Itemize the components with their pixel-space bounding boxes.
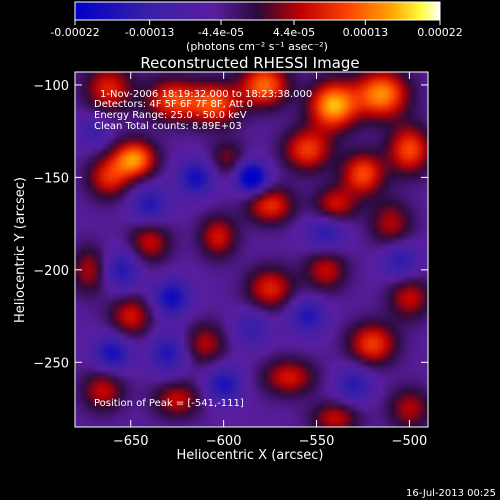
colorbar-tick-label: -0.00013 [125,26,174,39]
x-tick-label: −650 [113,434,149,449]
colorbar: -0.00022 -0.00013 -4.4e-05 4.4e-05 0.00013 0.… [50,1,463,53]
colorbar-tick-label: 0.00022 [417,26,463,39]
footer-timestamp: 16-Jul-2013 00:25 [406,488,496,499]
y-tick-label: −200 [33,264,69,279]
heatmap-image [75,72,428,427]
colorbar-tick-label: -4.4e-05 [198,26,244,39]
y-tick-label: −150 [33,171,69,186]
colorbar-ticks: -0.00022 -0.00013 -4.4e-05 4.4e-05 0.00013 0.… [50,20,463,39]
plot-area: −650 −600 −550 −500 −100 −150 −200 −250 1-Nov-… [33,71,429,449]
info-line: 1-Nov-2006 18:19:32.000 to 18:23:38.000 [100,89,312,100]
y-tick-label: −250 [33,356,69,371]
colorbar-tick-label: 0.00013 [343,26,389,39]
y-axis-label: Heliocentric Y (arcsec) [13,177,28,323]
plot-annotations: 1-Nov-2006 18:19:32.000 to 18:23:38.000D… [94,89,312,409]
colorbar-tick-label: 4.4e-05 [273,26,315,39]
info-line: Clean Total counts: 8.89E+03 [94,121,242,132]
info-line: Energy Range: 25.0 - 50.0 keV [94,110,247,121]
colorbar-unit-label: (photons cm⁻² s⁻¹ asec⁻²) [186,40,328,53]
plot-frame [74,71,429,428]
colorbar-gradient [74,1,441,21]
y-axis-ticks: −100 −150 −200 −250 [33,79,428,371]
x-axis-ticks: −650 −600 −550 −500 [113,72,427,449]
peak-position-label: Position of Peak = [-541,-111] [94,398,244,409]
colorbar-tick-label: -0.00022 [50,26,99,39]
x-axis-label: Heliocentric X (arcsec) [177,448,324,463]
info-line: Detectors: 4F 5F 6F 7F 8F, Att 0 [94,99,253,110]
chart-title: Reconstructed RHESSI Image [140,54,359,72]
y-tick-label: −100 [33,79,69,94]
x-tick-label: −550 [299,434,335,449]
x-tick-label: −500 [392,434,428,449]
x-tick-label: −600 [206,434,242,449]
